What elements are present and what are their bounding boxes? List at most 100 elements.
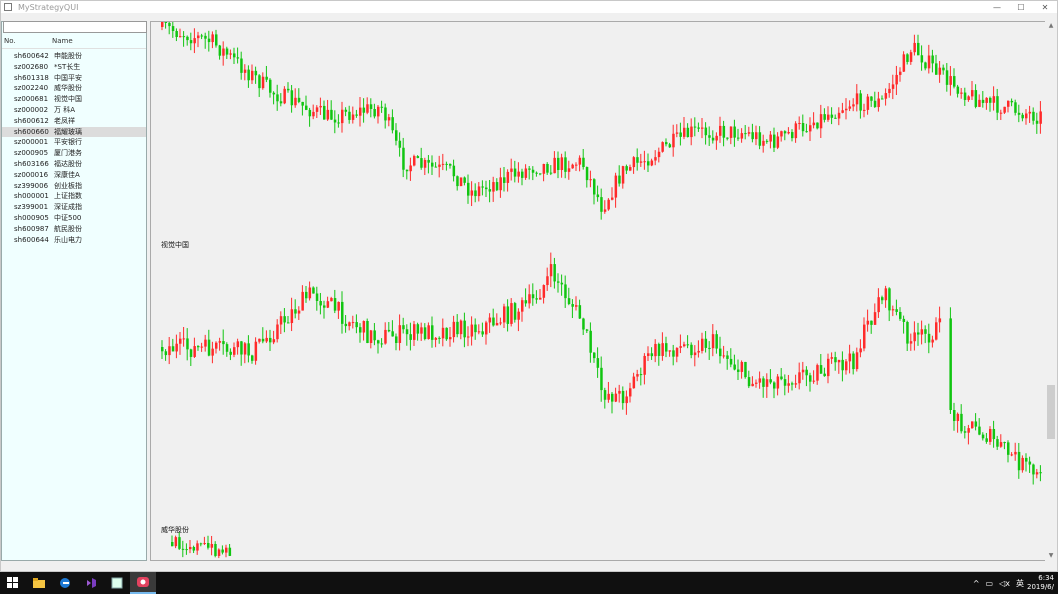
candle-body xyxy=(337,122,340,124)
candle-body xyxy=(391,331,394,337)
stock-row[interactable]: sh603166 福达股份 xyxy=(2,159,146,170)
candle-body xyxy=(931,339,934,343)
scroll-up-icon[interactable]: ▲ xyxy=(1048,22,1054,29)
candle-body xyxy=(197,346,200,348)
candle-body xyxy=(477,331,481,333)
candle-body xyxy=(949,318,952,410)
column-header-no[interactable]: No. xyxy=(4,37,16,45)
vertical-scrollbar[interactable]: ▲ ▼ xyxy=(1045,21,1057,561)
recorder-icon[interactable] xyxy=(130,572,156,594)
windows-start-icon[interactable] xyxy=(0,572,26,594)
maximize-button[interactable]: ☐ xyxy=(1017,2,1025,12)
stock-row[interactable]: sh600987 航民股份 xyxy=(2,224,146,235)
candle-body xyxy=(196,543,199,551)
stock-row[interactable]: sh600612 老凤祥 xyxy=(2,116,146,127)
candle-body xyxy=(521,171,524,178)
candle-body xyxy=(632,157,636,168)
stock-row[interactable]: sz000001 平安银行 xyxy=(2,137,146,148)
candle-body xyxy=(981,434,985,439)
candle-body xyxy=(1017,451,1021,471)
edge-browser-icon[interactable] xyxy=(52,572,78,594)
file-explorer-icon[interactable] xyxy=(26,572,52,594)
candle-body xyxy=(1003,442,1006,444)
candle-body xyxy=(488,189,492,192)
stock-row[interactable]: sz399001 深证成指 xyxy=(2,202,146,213)
candle-body xyxy=(225,547,228,553)
candle-body xyxy=(891,309,895,311)
candle-body xyxy=(794,123,798,139)
stock-filter-input[interactable] xyxy=(3,21,147,33)
stock-row[interactable]: sh601318 中国平安 xyxy=(2,73,146,84)
candle-body xyxy=(243,343,247,355)
stock-row[interactable]: sz000002 万 科A xyxy=(2,105,146,116)
candle-body xyxy=(906,54,909,62)
candle-body xyxy=(924,62,927,69)
candle-body xyxy=(366,320,369,344)
candle-body xyxy=(891,84,895,89)
stock-row[interactable]: sz399006 创业板指 xyxy=(2,181,146,192)
candle-body xyxy=(351,114,355,120)
scroll-down-icon[interactable]: ▼ xyxy=(1048,552,1054,559)
candle-body xyxy=(182,36,186,38)
candle-body xyxy=(956,86,960,94)
stock-row[interactable]: sh600644 乐山电力 xyxy=(2,235,146,246)
candle-body xyxy=(362,320,366,333)
stock-row[interactable]: sz000016 深康佳A xyxy=(2,170,146,181)
column-header-name[interactable]: Name xyxy=(52,37,73,45)
candle-body xyxy=(193,346,196,357)
candle-body xyxy=(297,97,301,102)
close-button[interactable]: ✕ xyxy=(1041,2,1049,12)
scroll-thumb[interactable] xyxy=(1047,385,1055,439)
candle-body xyxy=(499,322,502,324)
candle-body xyxy=(272,92,276,95)
candle-body xyxy=(967,96,970,100)
candle-body xyxy=(276,94,279,102)
candle-body xyxy=(161,22,164,27)
candle-body xyxy=(557,157,560,171)
candle-body xyxy=(654,157,657,161)
stock-row[interactable]: sz000681 视觉中国 xyxy=(2,94,146,105)
stock-row[interactable]: sh000001 上证指数 xyxy=(2,191,146,202)
clock[interactable]: 6:34 2019/6/ xyxy=(1027,574,1058,592)
stock-row[interactable]: sz000905 厦门港务 xyxy=(2,148,146,159)
input-method-icon[interactable]: 英 xyxy=(1016,578,1024,588)
candle-body xyxy=(902,54,906,72)
candle-body xyxy=(319,105,322,108)
candle-body xyxy=(452,321,456,338)
candle-body xyxy=(589,330,592,353)
candle-body xyxy=(456,176,459,187)
candle-body xyxy=(747,377,751,387)
stock-row[interactable]: sh600642 申能股份 xyxy=(2,51,146,62)
candle-body xyxy=(287,322,290,324)
candle-body xyxy=(459,320,463,335)
candle-body xyxy=(852,353,855,370)
tray-expand-icon[interactable]: ^ xyxy=(972,578,980,588)
stock-name: 中证500 xyxy=(54,213,82,222)
candle-body xyxy=(449,164,452,166)
candle-body xyxy=(413,156,416,166)
candle-body xyxy=(449,337,452,340)
stock-row[interactable]: sh600660 福耀玻璃 xyxy=(2,126,146,138)
stock-row[interactable]: sz002680 *ST长生 xyxy=(2,62,146,73)
candle-body xyxy=(614,175,618,198)
candle-body xyxy=(251,355,254,361)
stock-row[interactable]: sh000905 中证500 xyxy=(2,213,146,224)
visual-studio-icon[interactable] xyxy=(78,572,104,594)
candle-body xyxy=(600,367,603,391)
candle-body xyxy=(675,347,679,357)
candle-body xyxy=(870,96,873,101)
candle-body xyxy=(751,132,754,140)
candle-body xyxy=(181,548,185,550)
stock-row[interactable]: sz002240 威华股份 xyxy=(2,83,146,94)
candle-body xyxy=(1025,113,1028,119)
candle-body xyxy=(438,164,441,167)
candle-body xyxy=(751,383,754,387)
app-window-icon[interactable] xyxy=(104,572,130,594)
candle-body xyxy=(452,165,456,177)
volume-icon[interactable]: ◁x xyxy=(999,578,1010,588)
minimize-button[interactable]: — xyxy=(993,2,1001,12)
network-icon[interactable]: ▭ xyxy=(985,578,994,588)
candle-body xyxy=(168,346,171,356)
stock-name: 中国平安 xyxy=(54,73,82,82)
candle-body xyxy=(323,105,326,120)
